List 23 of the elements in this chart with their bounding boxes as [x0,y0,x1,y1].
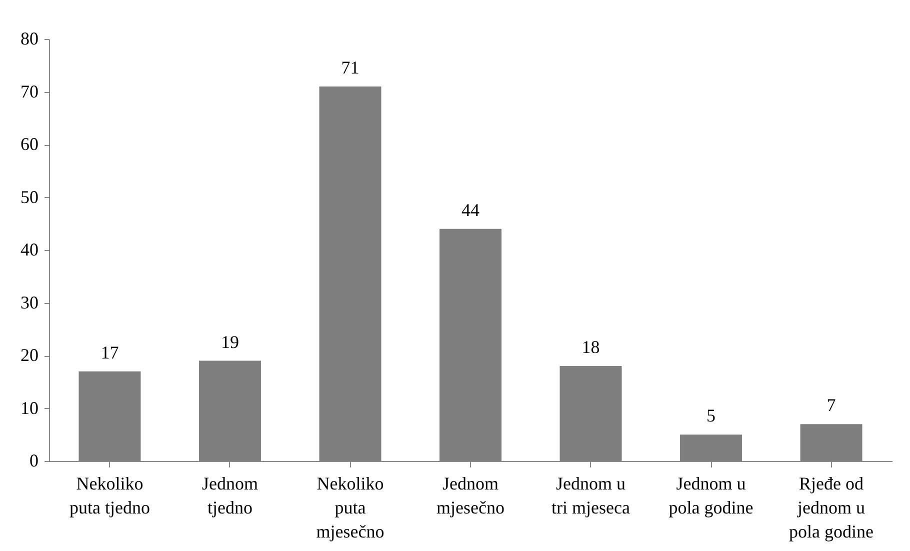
y-tick-label: 80 [20,28,38,48]
y-tick-label: 0 [30,450,38,470]
y-tick-label: 40 [20,240,38,260]
data-label: 5 [706,406,716,426]
x-tick-label: Jednom u pola godine [668,474,754,518]
x-tick-label: Rjeđe od jednom u pola godine [789,474,874,542]
x-tick-label: Jednom mjesečno [436,474,504,518]
x-tick-label: Jednom u tri mjeseca [552,474,630,518]
x-tick-label: Jednom tjedno [202,474,258,518]
y-tick-label: 10 [20,398,38,418]
y-tick-label: 20 [20,345,38,365]
y-tick-label: 50 [20,186,38,207]
data-label: 17 [100,342,119,362]
data-label: 44 [462,200,480,220]
y-tick-label: 30 [20,292,38,312]
x-tick-label: Nekoliko puta mjesečno [316,474,384,542]
data-label: 71 [341,57,360,78]
x-tick-label: Nekoliko puta tjedno [69,474,150,518]
data-label: 7 [826,395,836,416]
y-tick-label: 70 [20,81,38,102]
y-tick-label: 60 [20,134,38,154]
data-label: 18 [582,337,600,358]
data-label: 19 [220,332,239,352]
